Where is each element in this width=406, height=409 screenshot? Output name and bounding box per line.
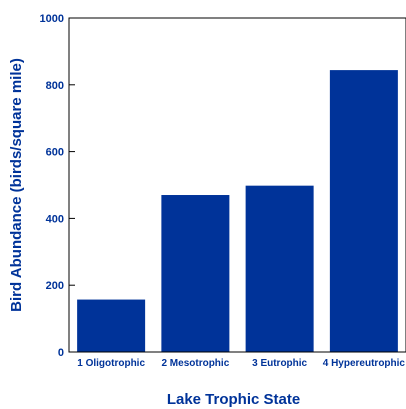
x-axis-label: Lake Trophic State <box>167 391 300 408</box>
y-axis-ticks: 0 200 400 600 800 1000 <box>40 13 75 359</box>
x-tick-label: 2 Mesotrophic <box>161 358 229 369</box>
y-tick-label: 600 <box>46 147 64 159</box>
x-axis-ticks: 1 Oligotrophic 2 Mesotrophic 3 Eutrophic 4 … <box>77 358 405 369</box>
x-tick-label: 1 Oligotrophic <box>77 358 145 369</box>
y-tick-label: 200 <box>46 280 64 292</box>
x-tick-label: 3 Eutrophic <box>252 358 307 369</box>
y-tick-label: 0 <box>58 347 64 359</box>
y-axis-label: Bird Abundance (birds/square mile) <box>8 58 25 312</box>
bars-group <box>77 70 398 352</box>
x-tick-label: 4 Hypereutrophic <box>323 358 406 369</box>
y-tick-label: 400 <box>46 213 64 225</box>
bar-2 <box>161 195 230 352</box>
y-tick-label: 1000 <box>40 13 64 25</box>
y-tick-label: 800 <box>46 80 64 92</box>
bar-4 <box>329 70 398 352</box>
plot-frame <box>68 17 406 353</box>
bar-1 <box>77 299 146 352</box>
bar-3 <box>245 185 314 352</box>
